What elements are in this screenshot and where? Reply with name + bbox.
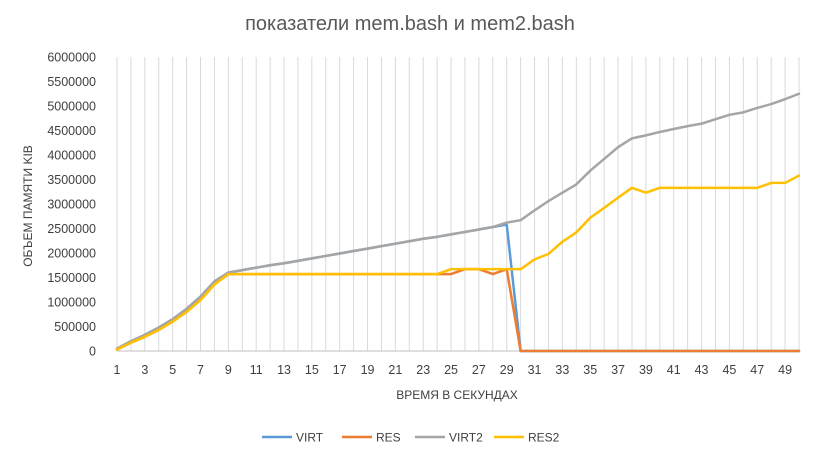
x-tick-label: 5 [169,363,176,377]
x-tick-label: 1 [114,363,121,377]
x-tick-label: 33 [555,363,569,377]
x-tick-label: 39 [639,363,653,377]
x-tick-label: 35 [583,363,597,377]
legend-label: RES [376,431,401,445]
x-tick-label: 13 [277,363,291,377]
x-tick-label: 21 [388,363,402,377]
chart-title: показатели mem.bash и mem2.bash [245,13,575,35]
x-tick-label: 49 [778,363,792,377]
y-tick-label: 3000000 [47,198,96,212]
legend-label: VIRT [296,431,324,445]
y-tick-label: 2500000 [47,222,96,236]
x-tick-label: 27 [472,363,486,377]
series-line-virt [115,223,801,353]
y-tick-label: 5000000 [47,100,96,114]
x-tick-label: 41 [667,363,681,377]
x-tick-label: 25 [444,363,458,377]
x-tick-label: 29 [500,363,514,377]
y-tick-label: 0 [89,345,96,359]
y-axis: 0 500000 1000000 1500000 2000000 2500000 30000… [47,51,96,359]
y-tick-label: 3500000 [47,173,96,187]
y-axis-title: ОБЪЕМ ПАМЯТИ KIB [21,145,35,267]
y-tick-label: 500000 [54,320,96,334]
legend: VIRT RES VIRT2 RES2 [262,431,560,445]
x-tick-label: 31 [528,363,542,377]
x-axis-title: ВРЕМЯ В СЕКУНДАХ [396,388,518,402]
x-tick-label: 45 [722,363,736,377]
series-lines [115,92,801,353]
x-tick-label: 15 [305,363,319,377]
x-tick-label: 19 [361,363,375,377]
legend-label: VIRT2 [449,431,483,445]
grid-lines [116,57,800,351]
y-tick-label: 4000000 [47,149,96,163]
series-line-res2 [115,174,801,351]
x-tick-label: 47 [750,363,764,377]
y-tick-label: 1000000 [47,296,96,310]
x-tick-label: 23 [416,363,430,377]
legend-label: RES2 [528,431,560,445]
x-tick-label: 9 [225,363,232,377]
y-tick-label: 4500000 [47,124,96,138]
x-tick-label: 43 [695,363,709,377]
x-tick-label: 3 [141,363,148,377]
y-tick-label: 6000000 [47,51,96,65]
x-tick-label: 11 [250,363,263,377]
y-tick-label: 5500000 [47,75,96,89]
x-tick-label: 37 [611,363,625,377]
y-tick-label: 1500000 [47,271,96,285]
y-tick-label: 2000000 [47,247,96,261]
x-axis: 1 3 5 7 9 11 13 15 17 19 21 23 25 27 29 31 33 35 37 39 41 43 4… [114,350,799,377]
series-line-virt2 [115,92,801,350]
x-tick-label: 17 [333,363,347,377]
x-tick-label: 7 [197,363,204,377]
